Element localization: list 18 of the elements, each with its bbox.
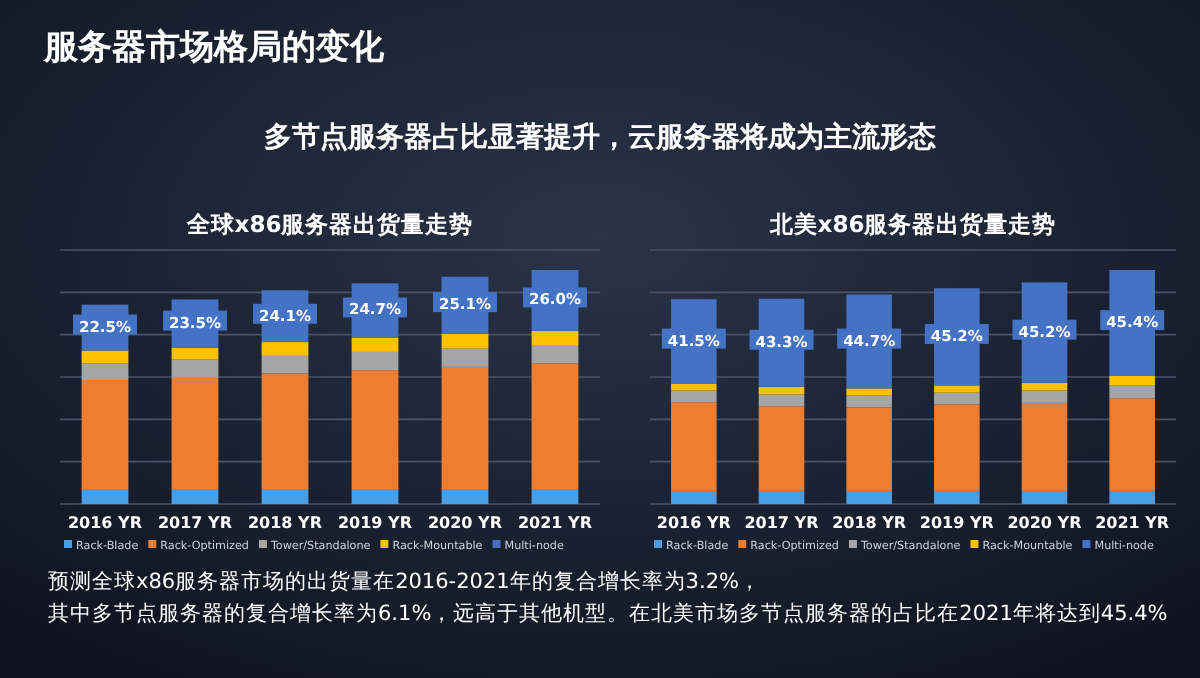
x-tick-label: 2017 YR bbox=[157, 514, 233, 532]
x-tick-label: 2018 YR bbox=[247, 514, 323, 532]
x-tick-label: 2019 YR bbox=[919, 514, 994, 532]
chart-title: 北美x86服务器出货量走势 bbox=[767, 210, 1057, 238]
x-tick-label: 2021 YR bbox=[1095, 514, 1170, 532]
x-tick-label: 2020 YR bbox=[427, 514, 503, 532]
text: 预测全球x86服务器市场的出货量在2016-2021年的复合增长率为3.2%， bbox=[48, 568, 761, 594]
x-tick-label: 2018 YR bbox=[832, 514, 907, 532]
x-tick-label: 2016 YR bbox=[67, 514, 143, 532]
x-tick-label: 2017 YR bbox=[744, 514, 819, 532]
x-tick-label: 2021 YR bbox=[517, 514, 593, 532]
text: 多节点服务器占比显著提升，云服务器将成为主流形态 bbox=[264, 120, 936, 154]
chart-title: 全球x86服务器出货量走势 bbox=[184, 210, 474, 238]
text: 其中多节点服务器的复合增长率为6.1%，远高于其他机型。在北美市场多节点服务器的占比在2021年将达到45.4% bbox=[48, 600, 1168, 626]
text: 服务器市场格局的变化 bbox=[42, 28, 386, 68]
x-tick-label: 2016 YR bbox=[656, 514, 731, 532]
x-tick-label: 2019 YR bbox=[337, 514, 413, 532]
x-tick-label: 2020 YR bbox=[1007, 514, 1082, 532]
